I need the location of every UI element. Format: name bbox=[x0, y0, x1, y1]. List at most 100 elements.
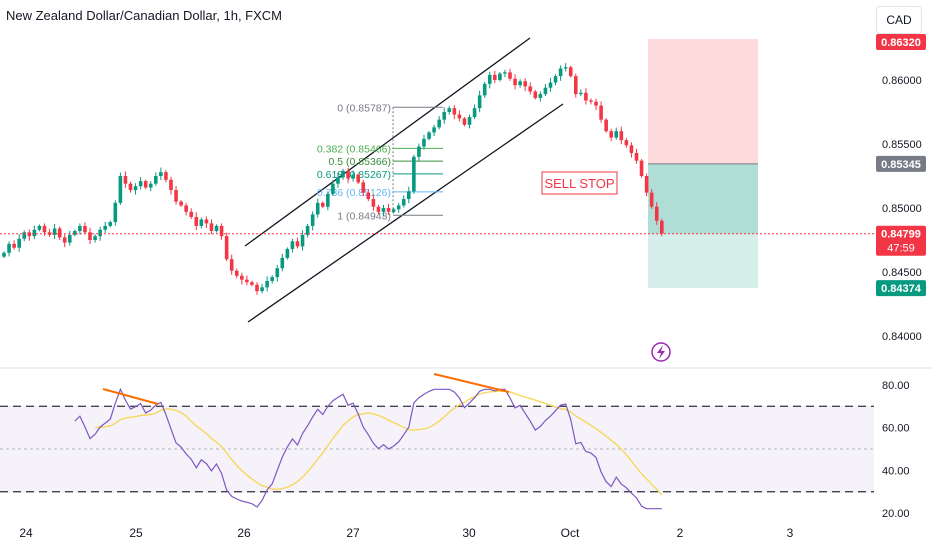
price-tick: 0.84000 bbox=[882, 331, 922, 343]
stop-zone bbox=[648, 39, 758, 164]
candle-body bbox=[154, 176, 158, 184]
candle-body bbox=[634, 152, 639, 161]
candle-body bbox=[447, 108, 452, 112]
candle-body bbox=[37, 225, 42, 230]
fib-label: 0 (0.85787) bbox=[337, 102, 391, 114]
divergence-line bbox=[433, 373, 510, 393]
candle-body bbox=[493, 74, 497, 80]
sell-stop-label[interactable]: SELL STOP bbox=[541, 171, 618, 195]
candle-body bbox=[417, 146, 421, 157]
rsi-axis: 80.00 60.00 40.00 20.00 bbox=[882, 380, 910, 520]
rsi-tick: 20.00 bbox=[882, 508, 910, 520]
candle-body bbox=[290, 241, 295, 249]
svg-text:SELL STOP: SELL STOP bbox=[544, 176, 614, 191]
currency-button[interactable]: CAD bbox=[876, 6, 922, 34]
candle-body bbox=[457, 114, 462, 119]
candle-body bbox=[12, 243, 16, 248]
candle-body bbox=[644, 176, 649, 193]
candle-body bbox=[386, 208, 391, 212]
chart-title: New Zealand Dollar/Canadian Dollar, 1h, … bbox=[6, 8, 283, 23]
channel-upper bbox=[244, 37, 531, 247]
candle-body bbox=[508, 72, 512, 79]
time-tick: 25 bbox=[129, 526, 143, 540]
candle-body bbox=[164, 172, 168, 180]
candle-body bbox=[498, 73, 502, 80]
candle-body bbox=[234, 270, 239, 276]
candle-body bbox=[568, 67, 573, 77]
candle-body bbox=[558, 68, 563, 77]
candle-body bbox=[361, 182, 366, 193]
fibonacci-retracement[interactable]: 0 (0.85787) 0.382 (0.85466)0.5 (0.85366) 0… bbox=[317, 102, 443, 222]
candle-body bbox=[88, 232, 92, 240]
price-tag bbox=[876, 280, 926, 297]
candle-body bbox=[538, 94, 543, 98]
candle-body bbox=[356, 174, 360, 183]
candle-body bbox=[250, 282, 254, 285]
fib-label: 0.5 (0.85366) bbox=[329, 156, 391, 168]
time-tick: 24 bbox=[19, 526, 33, 540]
fib-label: 0.382 (0.85466) bbox=[317, 143, 391, 155]
candle-body bbox=[78, 225, 82, 232]
price-axis[interactable]: 0.86000 0.85500 0.85000 0.84500 0.84000 0.863… bbox=[876, 34, 926, 343]
price-tag-label: 0.85345 bbox=[881, 159, 921, 171]
candle-body bbox=[265, 280, 269, 288]
candle-body bbox=[432, 127, 436, 133]
price-tag-label: 0.84374 bbox=[881, 283, 922, 295]
candle-body bbox=[143, 181, 148, 188]
candle-body bbox=[589, 100, 593, 102]
candle-body bbox=[654, 206, 659, 221]
candle-body bbox=[189, 211, 194, 217]
candle-body bbox=[103, 225, 107, 230]
divergence-lines bbox=[102, 373, 510, 405]
rsi-tick: 40.00 bbox=[882, 465, 910, 477]
candle-body bbox=[472, 108, 477, 118]
price-tag-timer: 47:59 bbox=[887, 243, 915, 255]
candle-body bbox=[128, 183, 133, 191]
candle-body bbox=[573, 76, 578, 95]
position-tool[interactable] bbox=[648, 39, 758, 289]
rsi-band bbox=[0, 406, 874, 493]
candle-body bbox=[133, 186, 138, 191]
candle-body bbox=[224, 236, 229, 260]
candle-body bbox=[594, 101, 598, 106]
candle-body bbox=[240, 275, 244, 280]
candle-body bbox=[422, 138, 426, 147]
time-axis[interactable]: 24 25 26 27 30 Oct 2 3 bbox=[19, 526, 793, 540]
candle-body bbox=[528, 86, 533, 92]
candle-body bbox=[295, 241, 300, 247]
price-tag bbox=[876, 225, 926, 256]
candle-body bbox=[579, 92, 583, 95]
lightning-icon[interactable] bbox=[651, 342, 671, 362]
candle-body bbox=[245, 279, 249, 283]
price-tick: 0.85500 bbox=[882, 139, 922, 151]
rsi-tick: 80.00 bbox=[882, 380, 910, 392]
candle-body bbox=[503, 72, 507, 74]
candle-body bbox=[584, 92, 588, 101]
candle-body bbox=[401, 199, 406, 206]
candle-body bbox=[381, 208, 386, 212]
candle-body bbox=[305, 225, 310, 235]
divergence-line bbox=[102, 388, 159, 405]
candle-body bbox=[533, 91, 538, 98]
candle-body bbox=[57, 228, 62, 238]
candle-body bbox=[371, 199, 376, 207]
candle-body bbox=[477, 95, 482, 109]
candle-body bbox=[255, 284, 259, 292]
trend-channel[interactable] bbox=[244, 37, 564, 323]
rsi-lines bbox=[74, 387, 663, 510]
candle-body bbox=[229, 259, 234, 271]
candle-body bbox=[113, 202, 118, 223]
candle-body bbox=[629, 145, 634, 153]
candle-body bbox=[599, 105, 603, 120]
candle-body bbox=[98, 229, 102, 237]
candle-body bbox=[482, 83, 487, 96]
candle-body bbox=[214, 225, 219, 232]
candle-body bbox=[407, 191, 411, 200]
candle-body bbox=[523, 81, 527, 87]
price-tick: 0.85000 bbox=[882, 203, 922, 215]
candle-body bbox=[543, 87, 548, 95]
candle-body bbox=[351, 174, 355, 179]
candle-body bbox=[174, 190, 178, 202]
candle-body bbox=[67, 234, 72, 243]
